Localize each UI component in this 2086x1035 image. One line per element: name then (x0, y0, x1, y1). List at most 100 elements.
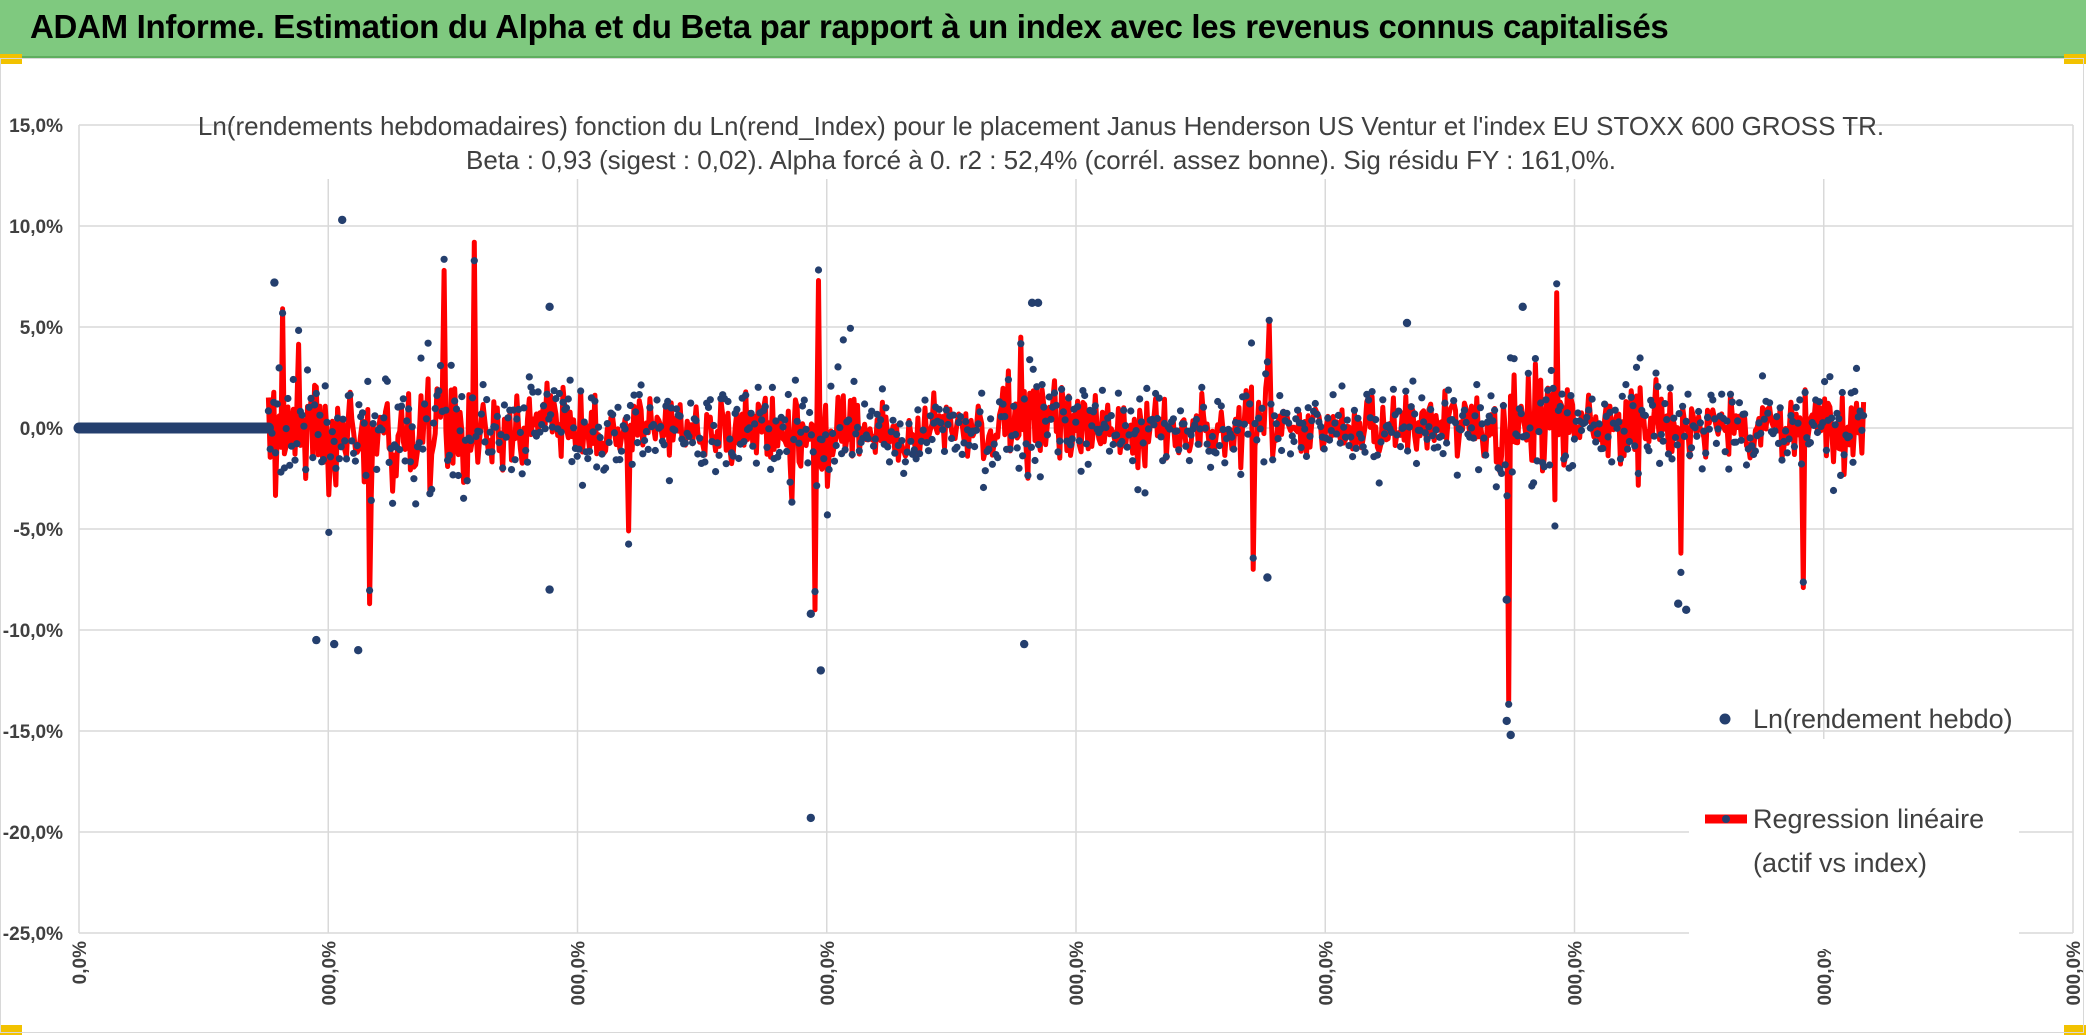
scatter-point (342, 455, 351, 463)
scatter-point (1015, 464, 1023, 472)
scatter-point (1143, 384, 1151, 392)
scatter-point (1405, 423, 1413, 431)
scatter-point-notable (1402, 318, 1412, 328)
scatter-point (1837, 471, 1845, 479)
scatter-point (685, 432, 693, 440)
scatter-point (1691, 424, 1699, 432)
scatter-point (704, 403, 713, 411)
x-tick-label: 0,0% (70, 941, 91, 984)
scatter-point (1114, 389, 1122, 397)
scatter-point-notable (1263, 573, 1272, 582)
scatter-point (1782, 427, 1790, 435)
scatter-point (807, 431, 816, 439)
scatter-point (1022, 440, 1030, 448)
scatter-point (625, 540, 633, 548)
scatter-point-notable (270, 278, 279, 287)
scatter-point (1395, 407, 1403, 415)
scatter-point (1510, 355, 1518, 363)
x-tick-label: 000,0% (1815, 941, 1836, 1006)
scatter-point (367, 496, 375, 504)
y-tick-label: 0,0% (20, 419, 63, 440)
scatter-point (1317, 423, 1325, 431)
scatter-point (974, 420, 982, 428)
scatter-point (1054, 448, 1062, 456)
scatter-point (1059, 408, 1067, 416)
scatter-point (804, 459, 812, 467)
scatter-point (502, 433, 510, 441)
scatter-point (1352, 444, 1360, 452)
scatter-point (1714, 425, 1722, 433)
scatter-point (1467, 424, 1476, 432)
scatter-point (328, 428, 336, 436)
scatter-point (1766, 399, 1774, 407)
scatter-point (1081, 391, 1089, 400)
scatter-point (827, 382, 835, 390)
scatter-point (1755, 419, 1763, 427)
y-tick-label: 5,0% (20, 318, 63, 339)
scatter-point-notable (1518, 302, 1527, 311)
scatter-point (1487, 392, 1495, 400)
scatter-point (1760, 415, 1768, 423)
scatter-point (1134, 486, 1142, 494)
scatter-point (869, 442, 878, 450)
axis-labels: 15,0% 10,0% 5,0% 0,0% -5,0% -10,0% -15,0% -20,0… (3, 116, 2085, 1005)
scatter-point (692, 417, 700, 425)
scatter-point (1205, 447, 1213, 455)
scatter-point (1350, 406, 1358, 414)
scatter-point (919, 426, 927, 434)
scatter-point (795, 439, 803, 447)
scatter-point (1105, 447, 1114, 455)
scatter-point (1235, 419, 1243, 427)
scatter-point (861, 400, 869, 408)
scatter-point (309, 454, 317, 462)
scatter-point (1366, 414, 1374, 422)
scatter-point (520, 404, 528, 412)
scatter-point (1388, 428, 1396, 436)
scatter-point (928, 435, 936, 444)
scatter-point (1620, 427, 1628, 435)
scatter-point (641, 436, 649, 445)
scatter-point (1783, 449, 1791, 457)
scatter-point (463, 477, 471, 485)
scatter-point (578, 481, 587, 489)
scatter-point (1682, 417, 1690, 425)
scatter-point (1796, 396, 1804, 404)
scatter-point (1263, 358, 1271, 366)
scatter-point (1423, 435, 1431, 443)
scatter-point-notable (1674, 599, 1683, 608)
scatter-point-notable (1682, 605, 1691, 614)
scatter-point (1217, 402, 1225, 410)
scatter-point (1024, 471, 1032, 479)
scatter-point (1157, 433, 1165, 441)
scatter-point (1746, 434, 1754, 442)
scatter-point (1742, 461, 1751, 469)
scatter-point (1034, 441, 1043, 449)
scatter-point (337, 443, 345, 451)
scatter-point (415, 439, 423, 447)
scatter-point (1097, 425, 1105, 433)
scatter-point (1585, 406, 1593, 414)
scatter-point (1593, 430, 1602, 438)
scatter-point (1457, 426, 1465, 434)
scatter-point (1065, 394, 1073, 402)
scatter-point (987, 415, 995, 423)
scatter-point (1269, 456, 1277, 464)
regression-series (265, 239, 1867, 704)
corner-marker-top-left (0, 54, 22, 64)
scatter-point-notable (338, 215, 347, 225)
scatter-point (575, 445, 583, 453)
scatter-point (722, 460, 730, 468)
scatter-point (623, 414, 631, 422)
scatter-point (841, 446, 849, 454)
scatter-point (1043, 431, 1051, 439)
scatter-point (1546, 461, 1554, 469)
scatter-point (1845, 432, 1853, 441)
scatter-point (889, 416, 897, 424)
scatter-point (1531, 355, 1539, 363)
scatter-point (1522, 432, 1531, 440)
scatter-point (696, 434, 704, 442)
scatter-point (763, 443, 771, 451)
scatter-point (926, 412, 934, 420)
scatter-point (353, 442, 361, 450)
scatter-point (1577, 426, 1586, 435)
